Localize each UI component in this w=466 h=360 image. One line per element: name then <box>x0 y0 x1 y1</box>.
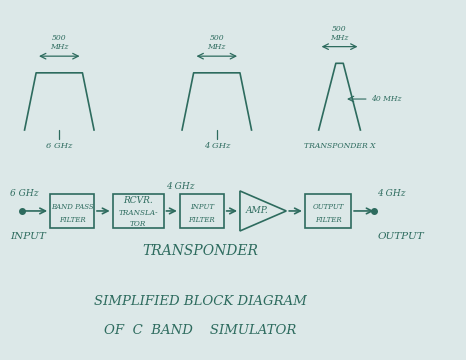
Text: INPUT: INPUT <box>190 203 214 211</box>
Text: FILTER: FILTER <box>59 216 85 225</box>
Text: 4 GHz: 4 GHz <box>377 189 406 198</box>
Text: 6 GHz: 6 GHz <box>10 189 38 198</box>
Text: 4 GHz: 4 GHz <box>204 142 230 150</box>
Text: TRANSPONDER X: TRANSPONDER X <box>304 142 375 150</box>
Text: 6 GHz: 6 GHz <box>46 142 73 150</box>
Text: SIMPLIFIED BLOCK DIAGRAM: SIMPLIFIED BLOCK DIAGRAM <box>94 295 307 308</box>
Text: BAND PASS: BAND PASS <box>51 203 93 211</box>
Text: AMP.: AMP. <box>246 206 269 215</box>
Text: TRANSLA-: TRANSLA- <box>118 210 158 217</box>
Text: RCVR.: RCVR. <box>123 196 153 205</box>
Text: 500
MHz: 500 MHz <box>50 34 69 51</box>
Text: FILTER: FILTER <box>188 216 215 225</box>
Text: FILTER: FILTER <box>315 216 341 225</box>
Text: OUTPUT: OUTPUT <box>377 233 424 242</box>
Text: 500
MHz: 500 MHz <box>330 25 349 42</box>
Text: 40 MHz: 40 MHz <box>371 95 402 103</box>
Text: 4 GHz: 4 GHz <box>166 182 194 191</box>
Text: OUTPUT: OUTPUT <box>312 203 343 211</box>
Text: TOR: TOR <box>130 220 146 228</box>
Text: TRANSPONDER: TRANSPONDER <box>143 244 259 258</box>
Text: INPUT: INPUT <box>10 233 46 242</box>
Text: 500
MHz: 500 MHz <box>207 34 226 51</box>
Text: OF  C  BAND    SIMULATOR: OF C BAND SIMULATOR <box>104 324 297 337</box>
